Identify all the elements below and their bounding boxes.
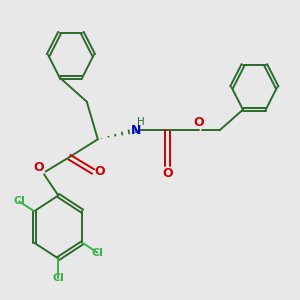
Text: O: O	[33, 161, 44, 174]
Text: O: O	[162, 167, 173, 181]
Text: O: O	[194, 116, 204, 129]
Text: O: O	[95, 165, 105, 178]
Text: Cl: Cl	[52, 273, 64, 283]
Text: Cl: Cl	[92, 248, 104, 258]
Text: Cl: Cl	[13, 196, 25, 206]
Text: H: H	[137, 117, 145, 128]
Text: N: N	[130, 124, 141, 137]
